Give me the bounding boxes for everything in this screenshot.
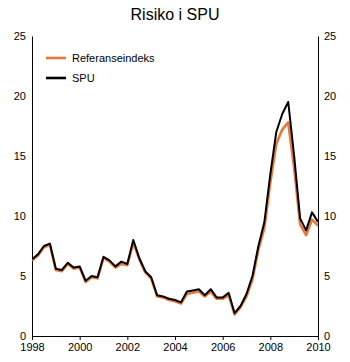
x-axis-line — [33, 337, 319, 341]
y-axis-right-tick-label: 0 — [324, 330, 330, 342]
y-axis-left-line — [32, 37, 33, 337]
y-axis-left-tick: 0 — [20, 330, 32, 342]
y-axis-right-tick-label: 5 — [324, 270, 330, 282]
y-axis-right: 0 5 10 15 20 25 — [318, 30, 336, 342]
legend-label: SPU — [72, 72, 95, 84]
x-axis-tick: 2000 — [68, 336, 92, 353]
x-axis-tick-mark — [80, 336, 81, 340]
series-line — [32, 122, 318, 314]
y-axis-right-tick: 15 — [318, 150, 336, 162]
x-axis-tick-label: 2008 — [259, 341, 283, 353]
title: Risiko i SPU — [131, 6, 220, 23]
chart: Risiko i SPU1998200020022004200620082010… — [0, 0, 350, 362]
x-axis-tick-mark — [175, 336, 176, 340]
x-axis-tick: 2002 — [116, 336, 140, 353]
x-axis-tick: 2004 — [163, 336, 187, 353]
y-axis-left-tick: 10 — [14, 210, 32, 222]
x-axis: 1998 2000 2002 2004 2006 2008 2010 — [20, 336, 330, 353]
y-axis-right-tick-label: 20 — [324, 90, 336, 102]
y-axis-left-tick: 25 — [14, 30, 32, 42]
y-axis-right-tick: 20 — [318, 90, 336, 102]
legend-label: Referanseindeks — [72, 52, 155, 64]
x-axis-tick-mark — [318, 336, 319, 340]
x-axis-tick-label: 2010 — [306, 341, 330, 353]
x-axis-tick-label: 2002 — [116, 341, 140, 353]
y-axis-right-tick-label: 15 — [324, 150, 336, 162]
x-axis-tick-label: 1998 — [20, 341, 44, 353]
x-axis-tick-label: 2004 — [163, 341, 187, 353]
y-axis-right-tick: 5 — [318, 270, 330, 282]
y-axis-left-tick-label: 0 — [20, 330, 26, 342]
x-axis-tick-mark — [127, 336, 128, 340]
legend: Referanseindeks SPU — [46, 52, 155, 84]
x-axis-tick-mark — [32, 336, 33, 340]
x-axis-tick-label: 2000 — [68, 341, 92, 353]
y-axis-left-tick-label: 5 — [20, 270, 26, 282]
x-axis-tick-mark — [223, 336, 224, 340]
legend-swatch — [46, 77, 66, 80]
y-axis-left-tick-label: 10 — [14, 210, 26, 222]
x-axis-tick: 2006 — [211, 336, 235, 353]
y-axis-right-line — [318, 37, 319, 337]
y-axis-left-tick-label: 20 — [14, 90, 26, 102]
lines — [32, 102, 318, 314]
x-axis-tick-mark — [270, 336, 271, 340]
y-axis-right-tick: 10 — [318, 210, 336, 222]
y-axis-right-tick: 0 — [318, 330, 330, 342]
y-axis-left-tick-label: 25 — [14, 30, 26, 42]
y-axis-left-tick: 5 — [20, 270, 32, 282]
y-axis-left-tick-label: 15 — [14, 150, 26, 162]
series-line — [32, 102, 318, 313]
y-axis-right-tick-label: 10 — [324, 210, 336, 222]
y-axis-left: 0 5 10 15 20 25 — [14, 30, 33, 342]
y-axis-right-tick-label: 25 — [324, 30, 336, 42]
y-axis-right-tick: 25 — [318, 30, 336, 42]
legend-swatch — [46, 57, 66, 60]
y-axis-left-tick: 20 — [14, 90, 32, 102]
plot: 1998200020022004200620082010051015202505… — [14, 30, 337, 353]
x-axis-tick: 2008 — [259, 336, 283, 353]
x-axis-tick-label: 2006 — [211, 341, 235, 353]
y-axis-left-tick: 15 — [14, 150, 32, 162]
